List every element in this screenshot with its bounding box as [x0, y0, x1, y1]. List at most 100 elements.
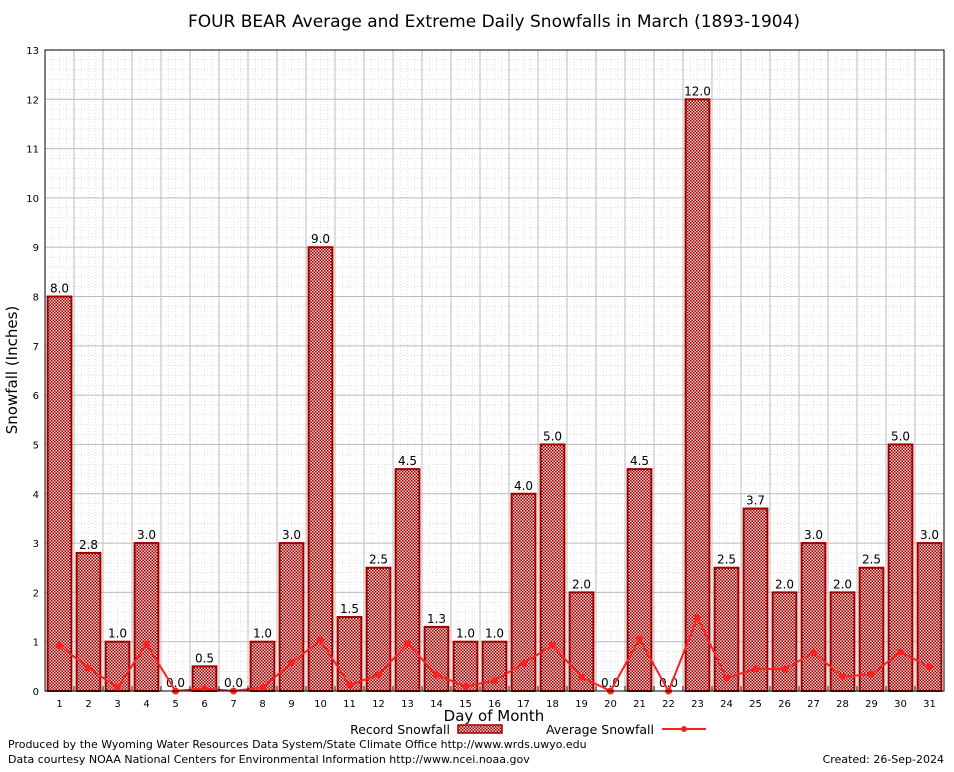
x-tick-label: 21 [633, 699, 646, 710]
bar-label: 1.0 [485, 627, 504, 641]
footer-produced-by: Produced by the Wyoming Water Resources … [8, 738, 587, 751]
y-tick-label: 1 [33, 638, 39, 649]
average-point-day-10 [317, 636, 324, 644]
average-point-day-29 [868, 670, 875, 678]
average-point-day-16 [491, 677, 498, 685]
chart-title: FOUR BEAR Average and Extreme Daily Snow… [188, 12, 800, 32]
y-tick-label: 5 [33, 440, 39, 451]
x-tick-label: 16 [488, 699, 501, 710]
x-tick-label: 4 [143, 699, 149, 710]
x-tick-label: 6 [201, 699, 207, 710]
average-point-day-12 [375, 671, 382, 679]
bar-label: 3.7 [746, 494, 765, 508]
bar-label: 4.5 [398, 454, 417, 468]
x-tick-label: 29 [865, 699, 878, 710]
bar-label: 5.0 [891, 429, 910, 443]
x-tick-label: 22 [662, 699, 675, 710]
x-tick-label: 1 [56, 699, 62, 710]
y-tick-label: 7 [33, 342, 39, 353]
x-tick-label: 9 [288, 699, 294, 710]
x-tick-label: 10 [314, 699, 327, 710]
x-tick-label: 15 [459, 699, 472, 710]
bar-day-21 [626, 468, 653, 692]
bar-day-23 [684, 98, 711, 693]
x-tick-label: 2 [85, 699, 91, 710]
average-point-day-18 [549, 641, 556, 649]
x-tick-label: 18 [546, 699, 559, 710]
y-tick-label: 6 [33, 391, 39, 402]
legend: Record Snowfall Average Snowfall [350, 722, 706, 737]
x-tick-label: 24 [720, 699, 733, 710]
y-tick-label: 3 [33, 539, 39, 550]
x-tick-label: 30 [894, 699, 907, 710]
y-axis-label: Snowfall (Inches) [3, 306, 21, 434]
bar-label: 12.0 [684, 84, 711, 98]
legend-average-label: Average Snowfall [546, 722, 654, 737]
x-tick-label: 7 [230, 699, 236, 710]
average-point-day-3 [114, 684, 121, 692]
bar-day-27 [800, 542, 827, 692]
x-tick-label: 14 [430, 699, 443, 710]
average-point-day-30 [897, 648, 904, 656]
x-tick-label: 27 [807, 699, 820, 710]
y-tick-label: 0 [33, 687, 39, 698]
footer-created-date: Created: 26-Sep-2024 [822, 753, 944, 766]
bar-day-8 [249, 640, 276, 693]
x-tick-label: 5 [172, 699, 178, 710]
bar-day-1 [46, 295, 73, 692]
y-tick-label: 10 [26, 194, 39, 205]
average-point-day-24 [723, 674, 730, 682]
bar-label: 5.0 [543, 429, 562, 443]
x-tick-label: 12 [372, 699, 385, 710]
average-point-day-31 [926, 663, 933, 671]
x-tick-label: 20 [604, 699, 617, 710]
y-tick-label: 11 [26, 145, 39, 156]
bar-label: 1.0 [108, 627, 127, 641]
bar-label: 2.0 [833, 577, 852, 591]
average-point-day-15 [462, 683, 469, 691]
x-axis-label: Day of Month [444, 707, 545, 725]
average-point-day-13 [404, 640, 411, 648]
bar-day-25 [742, 507, 769, 692]
y-tick-label: 12 [26, 95, 39, 106]
bar-label: 0.0 [601, 676, 620, 690]
bar-day-4 [133, 542, 160, 692]
x-tick-label: 31 [923, 699, 936, 710]
x-tick-label: 23 [691, 699, 704, 710]
average-point-day-14 [433, 671, 440, 679]
bar-day-14 [423, 625, 450, 693]
average-point-day-9 [288, 659, 295, 667]
footer-data-courtesy: Data courtesy NOAA National Centers for … [8, 753, 530, 766]
average-point-day-28 [839, 673, 846, 681]
x-tick-label: 3 [114, 699, 120, 710]
bar-day-10 [307, 246, 334, 692]
x-tick-label: 11 [343, 699, 356, 710]
legend-record-swatch [457, 724, 503, 734]
bar-day-3 [104, 640, 131, 693]
average-point-day-23 [694, 614, 701, 622]
bar-label: 3.0 [137, 528, 156, 542]
bar-day-24 [713, 566, 740, 693]
average-point-day-17 [520, 659, 527, 667]
bar-label: 2.0 [572, 577, 591, 591]
bar-label: 3.0 [920, 528, 939, 542]
x-tick-label: 26 [778, 699, 791, 710]
average-point-day-6 [201, 685, 208, 693]
bar-label: 4.0 [514, 479, 533, 493]
y-tick-label: 9 [33, 243, 39, 254]
bar-label: 0.5 [195, 651, 214, 665]
y-tick-label: 8 [33, 293, 39, 304]
bar-label: 2.8 [79, 538, 98, 552]
average-point-day-1 [56, 642, 63, 650]
x-tick-label: 13 [401, 699, 414, 710]
bar-label: 4.5 [630, 454, 649, 468]
legend-record-label: Record Snowfall [350, 722, 450, 737]
bar-label: 2.5 [717, 553, 736, 567]
average-point-day-2 [85, 664, 92, 672]
x-tick-label: 28 [836, 699, 849, 710]
x-tick-label: 25 [749, 699, 762, 710]
bar-day-13 [394, 468, 421, 692]
average-point-day-19 [578, 673, 585, 681]
